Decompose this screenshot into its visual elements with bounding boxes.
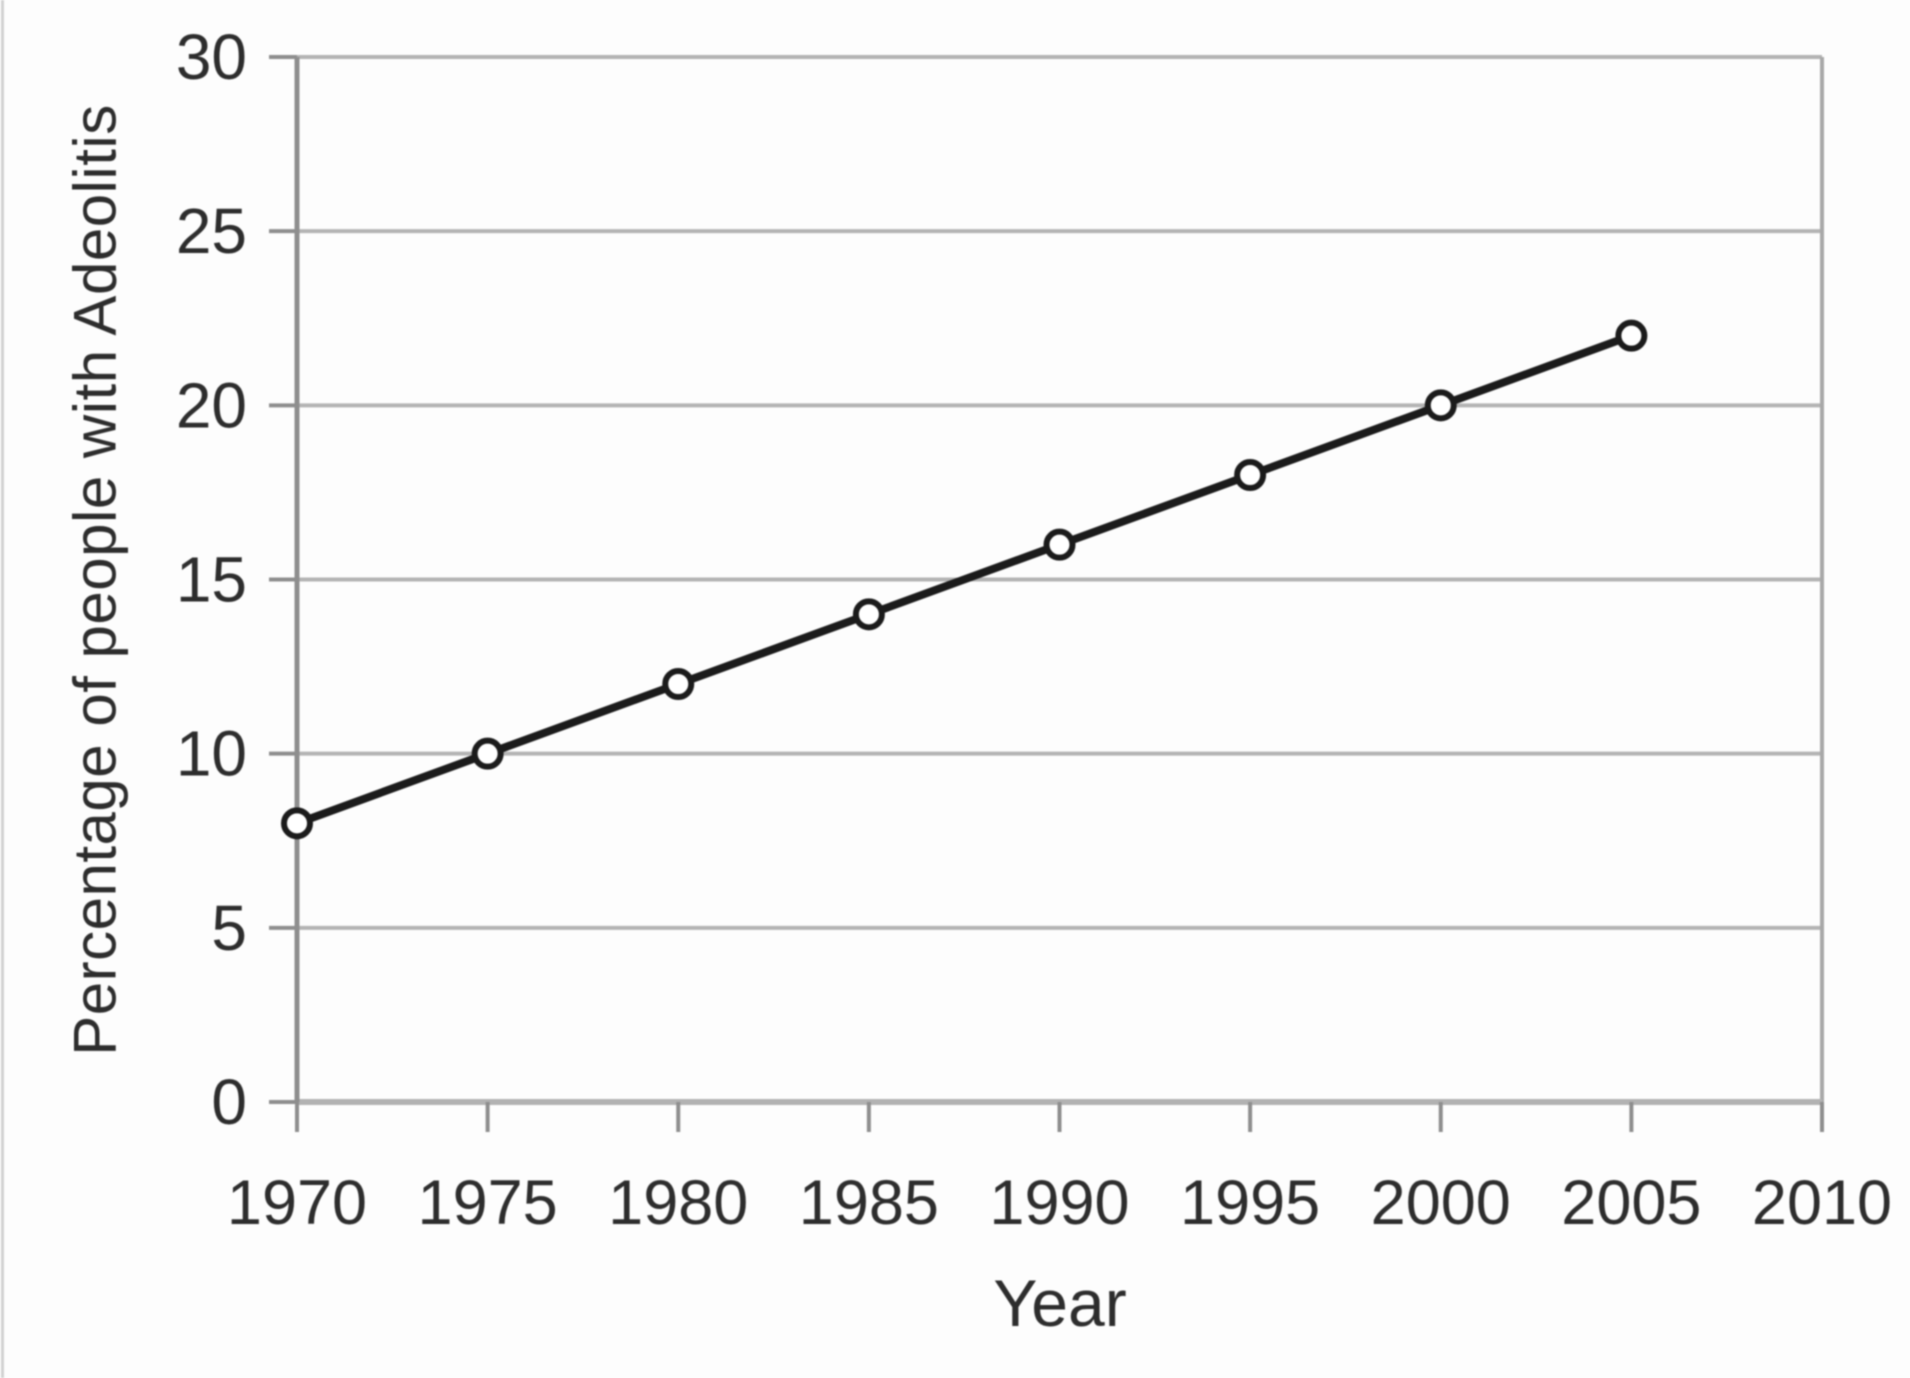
x-tick-label-1990: 1990	[989, 1168, 1129, 1238]
y-tick-label-20: 20	[176, 369, 247, 441]
data-point-1975	[471, 737, 504, 770]
x-tick-label-1980: 1980	[608, 1168, 748, 1238]
y-tick-label-25: 25	[176, 195, 247, 267]
x-tick-label-2000: 2000	[1371, 1168, 1511, 1238]
y-tick-label-10: 10	[176, 718, 247, 790]
y-tick-label-15: 15	[176, 544, 247, 616]
data-point-2000	[1424, 389, 1457, 422]
y-tick-label-0: 0	[211, 1066, 247, 1138]
y-tick-label-30: 30	[176, 21, 247, 93]
data-point-1990	[1043, 528, 1076, 561]
data-point-1995	[1234, 459, 1267, 491]
data-point-1985	[852, 598, 885, 631]
x-axis-title: Year	[993, 1266, 1127, 1340]
series-line	[293, 331, 1636, 828]
y-tick-label-5: 5	[211, 892, 247, 964]
x-tick-label-1975: 1975	[418, 1168, 558, 1238]
x-tick-label-1995: 1995	[1180, 1168, 1320, 1238]
x-tick-label-2010: 2010	[1752, 1168, 1892, 1238]
x-tick-label-2005: 2005	[1561, 1168, 1701, 1238]
x-tick-label-1985: 1985	[799, 1168, 939, 1238]
data-point-1970	[281, 807, 313, 840]
x-tick-label-1970: 1970	[227, 1168, 367, 1238]
data-point-2005	[1615, 319, 1648, 352]
data-point-1980	[662, 668, 695, 700]
screenshot-left-edge-line	[1, 0, 4, 1378]
y-axis-title: Percentage of people with Adeolitis	[61, 104, 129, 1056]
